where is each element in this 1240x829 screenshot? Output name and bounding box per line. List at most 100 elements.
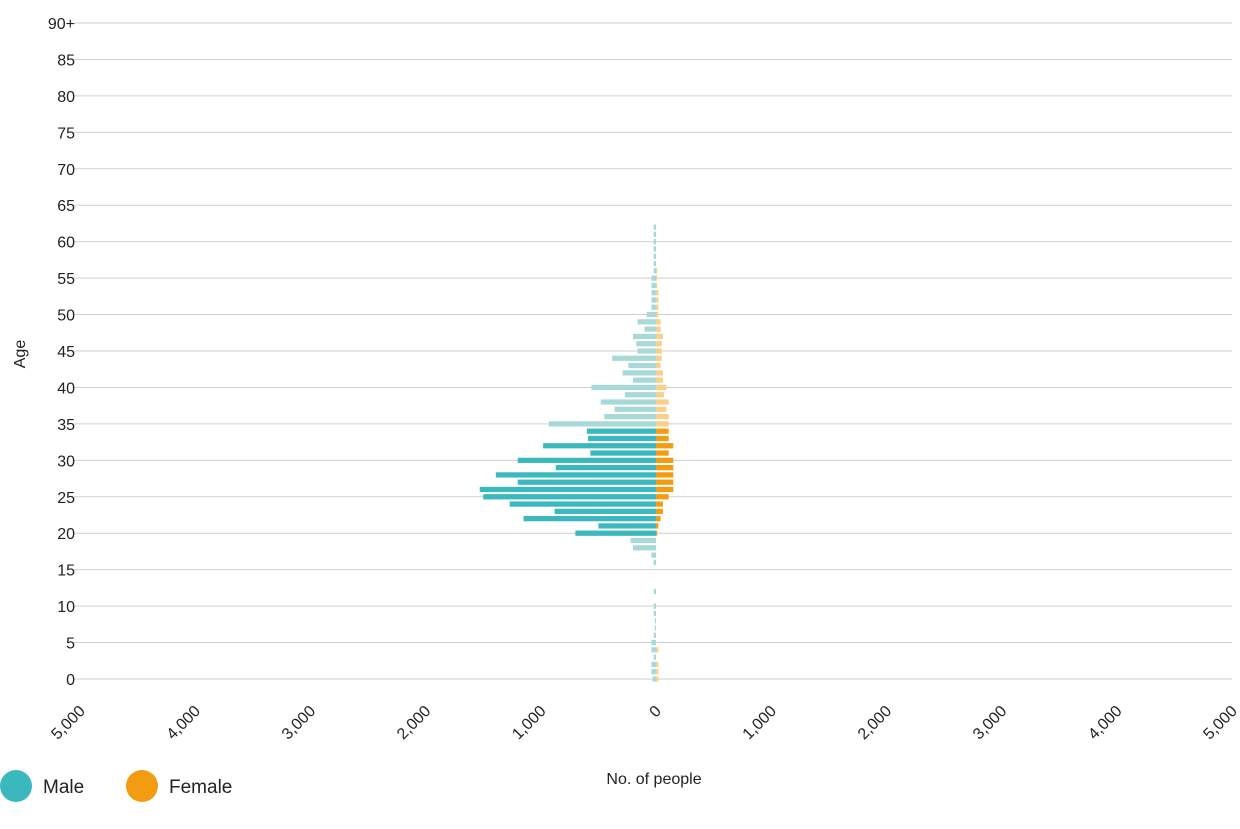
bar-male-age-5 [651,639,656,646]
bar-female-age-23 [656,508,663,514]
bar-male-age-12 [653,588,656,595]
bar-male-age-49 [637,319,656,325]
bar-male-age-19 [630,537,656,544]
y-tick-label: 55 [57,271,75,288]
bar-female-age-0 [656,676,659,682]
y-axis-ticks: 0 5 10 15 20 25 30 35 40 45 50 55 60 65 70 75 80 85 90+ [48,16,75,689]
bar-female-age-49 [656,319,661,325]
bar-male-age-7 [654,625,656,631]
y-tick-label: 50 [57,308,75,325]
y-tick-label: 15 [57,563,75,580]
bar-male-age-33 [588,435,656,442]
bar-female-age-43 [656,362,661,369]
bar-male-age-34 [586,428,656,434]
bar-male-age-35 [548,421,656,427]
legend: Male Female [0,770,232,802]
bar-female-age-20 [656,530,658,536]
bar-male-age-42 [622,370,656,376]
bar-male-age-31 [590,450,656,456]
bar-male-age-18 [632,545,656,551]
x-tick-label: 5,000 [1200,703,1240,743]
bar-male-age-60 [653,239,656,245]
bar-male-age-52 [651,297,656,303]
bar-male-age-6 [653,632,656,638]
bar-female-age-29 [656,464,674,471]
bar-female-age-30 [656,457,674,463]
x-tick-label: 4,000 [164,703,204,743]
bar-female-age-36 [656,413,669,420]
y-tick-label: 80 [57,89,75,106]
y-axis-title: Age [12,340,29,369]
bar-female-age-52 [656,297,659,303]
bar-female-age-40 [656,384,667,391]
bar-female-age-35 [656,421,669,427]
x-axis-title: No. of people [606,771,701,788]
legend-swatch-female [126,770,158,802]
bar-male-age-24 [509,501,656,507]
legend-label-male: Male [43,777,84,798]
bar-male-age-59 [653,246,656,252]
bar-female-age-2 [656,661,659,668]
bar-male-age-9 [653,610,656,617]
y-tick-label: 25 [57,490,75,507]
bar-female-age-25 [656,494,669,500]
bar-female-age-27 [656,479,674,485]
bar-male-age-30 [517,457,656,463]
bar-female-age-37 [656,406,667,412]
bar-male-age-48 [644,326,656,332]
bar-male-age-47 [632,333,656,340]
bar-male-age-3 [653,654,656,660]
bar-male-age-55 [651,275,656,281]
y-tick-label: 0 [66,672,75,689]
bar-male-age-26 [479,486,656,493]
y-tick-label: 65 [57,198,75,215]
bar-male-age-50 [646,311,656,318]
y-tick-label: 85 [57,52,75,69]
bar-male-age-2 [651,661,656,668]
y-tick-label: 40 [57,380,75,397]
bar-male-age-38 [600,399,656,405]
bar-male-age-20 [575,530,656,536]
x-tick-label: 2,000 [394,703,434,743]
bar-male-age-25 [483,494,656,500]
bar-male-age-54 [651,282,656,289]
y-tick-label: 20 [57,526,75,543]
bar-male-age-58 [653,253,656,259]
bar-male-age-40 [591,384,656,391]
bar-male-age-39 [624,392,656,398]
bar-female-age-22 [656,516,661,522]
bar-female-age-34 [656,428,669,434]
bar-female-age-1 [656,669,659,675]
legend-swatch-male [0,770,32,802]
bar-male-age-36 [604,413,656,420]
x-tick-label: 4,000 [1085,703,1125,743]
bar-male-age-8 [654,618,656,624]
bar-male-age-51 [651,304,656,310]
bar-male-age-4 [651,647,656,653]
bar-female-age-53 [656,290,659,296]
bar-male-age-28 [495,472,656,478]
bar-female-age-45 [656,348,662,354]
y-tick-label: 60 [57,235,75,252]
bar-male-age-43 [628,362,656,369]
bar-male-age-0 [652,676,656,682]
bar-female-age-56 [656,268,658,274]
bar-male-age-22 [523,516,656,522]
y-tick-label: 5 [66,636,75,653]
bar-female-age-28 [656,472,674,478]
bar-male-age-44 [612,355,656,361]
x-tick-label: 2,000 [855,703,895,743]
bar-female-age-48 [656,326,661,332]
bar-female-age-54 [656,282,658,289]
bar-female-age-39 [656,392,665,398]
bar-female-age-38 [656,399,669,405]
bar-female-age-55 [656,275,658,281]
y-tick-label: 45 [57,344,75,361]
bar-female-age-32 [656,443,674,449]
y-tick-label: 90+ [48,16,75,33]
bar-male-age-62 [653,224,656,230]
bar-male-age-16 [653,559,656,566]
bar-female-age-50 [656,311,659,318]
bar-female-age-24 [656,501,663,507]
